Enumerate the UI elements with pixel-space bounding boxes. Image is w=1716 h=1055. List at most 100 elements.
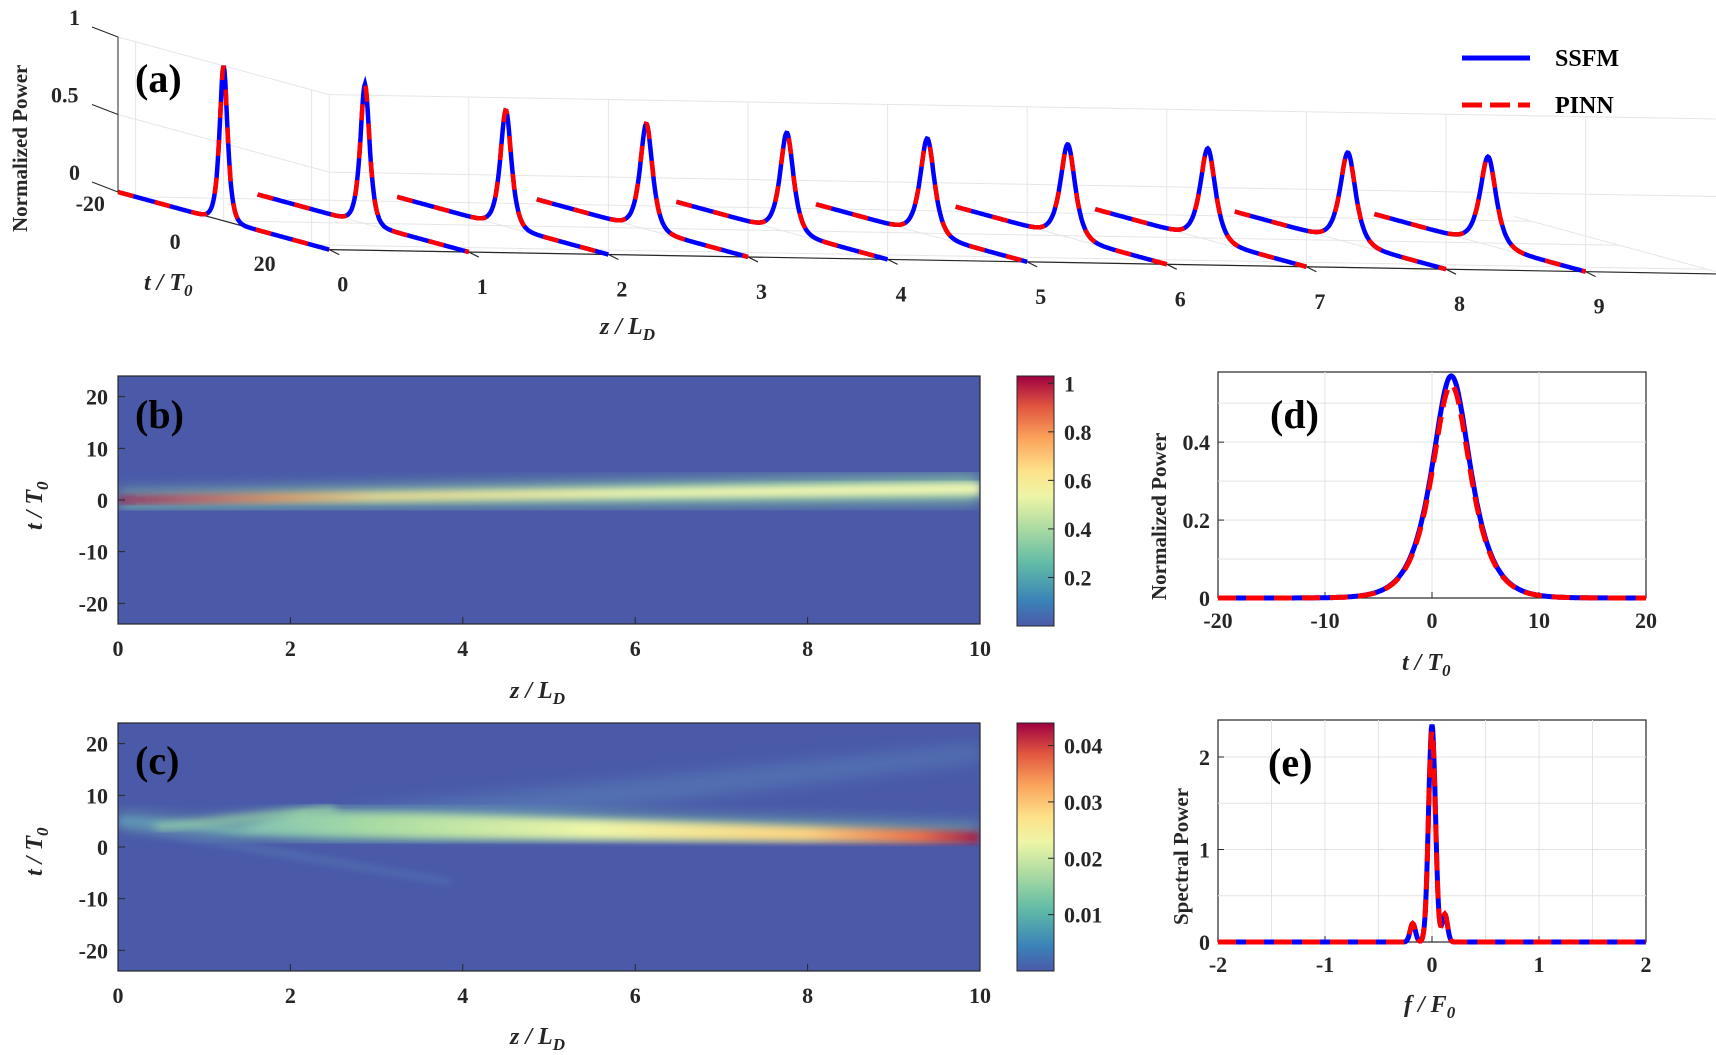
z-tick-mark bbox=[1585, 271, 1596, 278]
y-tick-label: 0.4 bbox=[1183, 430, 1211, 455]
colorbar-tick-label: 0.8 bbox=[1064, 420, 1092, 445]
panel-c-branch bbox=[150, 806, 340, 830]
panel-a-xlabel: z / LD bbox=[599, 314, 655, 344]
panel-a-ylabel: t / T0 bbox=[144, 270, 193, 300]
x-tick-label: 10 bbox=[1528, 608, 1550, 633]
x-tick-label: 4 bbox=[457, 983, 468, 1008]
panel-e-pinn-series bbox=[1218, 730, 1646, 945]
x-tick-label: 2 bbox=[285, 983, 296, 1008]
x-tick-label: 0 bbox=[113, 983, 124, 1008]
panel-c-xlabel: z / LD bbox=[509, 1024, 565, 1054]
panel-c-lower-lobe bbox=[118, 822, 450, 884]
grid-side-p bbox=[117, 114, 330, 173]
y-tick-label: 0 bbox=[1199, 586, 1210, 611]
z-tick-mark bbox=[747, 256, 759, 263]
panel-c-ticks: 0 2 4 6 8 10 20 10 0 -10 -20 bbox=[79, 732, 991, 1008]
slice-pinn-curve bbox=[1094, 145, 1307, 269]
panel-d-ylabel: Normalized Power bbox=[1147, 433, 1171, 600]
colorbar-tick-label: 0.01 bbox=[1064, 903, 1103, 928]
slice-pinn-curve bbox=[1373, 153, 1587, 274]
panel-b-ticks: 0 2 4 6 8 10 20 10 0 -10 -20 bbox=[79, 385, 991, 661]
slice-ssfm-curve bbox=[1373, 153, 1587, 274]
panel-c-colorbar bbox=[1016, 722, 1055, 972]
slice-pinn-curve bbox=[256, 75, 470, 255]
panel-c-error-band bbox=[118, 812, 980, 843]
y-tick-label: -20 bbox=[79, 591, 108, 616]
z-tick-label: 8 bbox=[1454, 291, 1465, 316]
x-tick-label: 2 bbox=[285, 636, 296, 661]
y-tick-label: -10 bbox=[79, 540, 108, 565]
panel-b-colorbar bbox=[1016, 375, 1055, 627]
z-tick-label: 0 bbox=[337, 272, 348, 297]
slice-pinn-curve bbox=[117, 65, 330, 252]
x-tick-label: 0 bbox=[1427, 608, 1438, 633]
z-tick-label: 1 bbox=[477, 274, 488, 299]
z-tick-label: 6 bbox=[1175, 286, 1186, 311]
p-tick-mark bbox=[91, 181, 119, 193]
x-tick-label: 6 bbox=[630, 983, 641, 1008]
colorbar-tick-label: 0.2 bbox=[1064, 565, 1092, 590]
colorbar-tick-label: 0.04 bbox=[1064, 734, 1103, 759]
z-tick-mark bbox=[1166, 263, 1178, 270]
panel-label-e: (e) bbox=[1268, 740, 1312, 785]
panel-label-b: (b) bbox=[135, 392, 184, 437]
panel-a-zlabel: Normalized Power bbox=[8, 65, 32, 232]
x-tick-label: 8 bbox=[802, 636, 813, 661]
panel-b-ylabel: t / T0 bbox=[22, 481, 52, 530]
panel-b-pulse-band bbox=[118, 482, 980, 503]
y-tick-label: 10 bbox=[86, 436, 108, 461]
x-tick-label: 20 bbox=[1635, 608, 1657, 633]
colorbar-tick-label: 0.02 bbox=[1064, 846, 1103, 871]
panel-c-heatmap: 0 2 4 6 8 10 20 10 0 -10 -20 (c) z / LD t / T0 0.0… bbox=[22, 722, 1103, 1054]
y-tick-label: 0.2 bbox=[1183, 508, 1211, 533]
z-tick-label: 4 bbox=[896, 281, 907, 306]
legend-ssfm-label: SSFM bbox=[1555, 46, 1619, 72]
slice-pinn-curve bbox=[815, 135, 1028, 264]
grid-wall-p bbox=[329, 94, 1716, 120]
panel-a-pulse-slices bbox=[117, 65, 1587, 274]
panel-b-colorbar-ticks: 1 0.8 0.6 0.4 0.2 bbox=[1048, 371, 1092, 590]
panel-label-d: (d) bbox=[1270, 392, 1319, 437]
panel-b-heatmap: 0 2 4 6 8 10 20 10 0 -10 -20 (b) z / LD t / T0 1 0.… bbox=[22, 371, 1092, 708]
y-tick-label: 20 bbox=[86, 385, 108, 410]
panel-c-intensity bbox=[118, 745, 980, 884]
z-tick-mark bbox=[1026, 261, 1038, 268]
panel-label-c: (c) bbox=[135, 738, 179, 783]
slice-pinn-curve bbox=[675, 130, 889, 262]
panel-label-a: (a) bbox=[135, 56, 182, 101]
t-tick-label: 20 bbox=[254, 251, 276, 276]
z-tick-mark bbox=[328, 249, 340, 256]
colorbar-tick-label: 0.6 bbox=[1064, 468, 1092, 493]
p-tick-label: 1 bbox=[69, 5, 80, 30]
panel-c-upper-lobe bbox=[340, 745, 980, 822]
t-tick-label: 0 bbox=[170, 229, 181, 254]
y-tick-label: 1 bbox=[1199, 838, 1210, 863]
z-tick-label: 5 bbox=[1035, 284, 1046, 309]
y-tick-label: 2 bbox=[1199, 745, 1210, 770]
x-tick-label: 1 bbox=[1534, 952, 1545, 977]
slice-ssfm-curve bbox=[1094, 145, 1307, 269]
x-tick-label: -10 bbox=[1310, 608, 1339, 633]
x-tick-label: -20 bbox=[1203, 608, 1232, 633]
panel-e-ylabel: Spectral Power bbox=[1169, 788, 1193, 925]
z-tick-label: 9 bbox=[1594, 294, 1605, 319]
z-tick-label: 7 bbox=[1314, 289, 1325, 314]
p-tick-mark bbox=[91, 26, 119, 38]
legend-pinn-label: PINN bbox=[1555, 93, 1614, 119]
y-tick-label: 0 bbox=[97, 488, 108, 513]
colorbar-tick-label: 0.4 bbox=[1064, 517, 1092, 542]
legend: SSFM PINN bbox=[1462, 46, 1619, 119]
slice-pinn-curve bbox=[955, 141, 1168, 267]
z-tick-mark bbox=[608, 253, 619, 261]
colorbar-tick-label: 1 bbox=[1064, 371, 1075, 396]
p-tick-label: 0 bbox=[69, 160, 80, 185]
x-tick-label: -2 bbox=[1209, 952, 1227, 977]
slice-ssfm-curve bbox=[396, 107, 609, 257]
x-tick-label: 10 bbox=[969, 636, 991, 661]
panel-d-ticks: -20 -10 0 10 20 0 0.2 0.4 bbox=[1183, 430, 1658, 633]
y-tick-label: 0 bbox=[97, 835, 108, 860]
panel-e-xlabel: f / F0 bbox=[1404, 992, 1456, 1022]
z-tick-mark bbox=[1445, 268, 1457, 275]
